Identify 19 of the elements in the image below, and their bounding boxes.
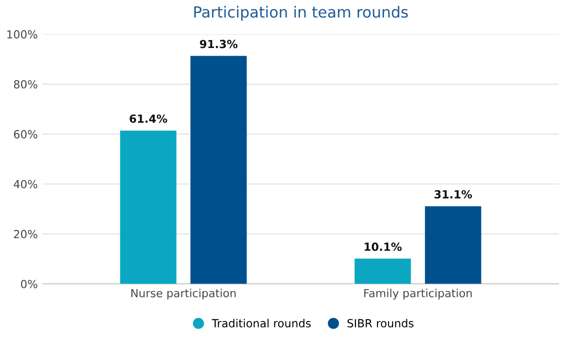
legend-label: Traditional rounds [212,318,311,328]
bar [354,258,411,284]
y-tick-label: 20% [14,230,38,238]
x-tick-label: Family participation [364,288,472,300]
data-label: 61.4% [130,114,168,123]
y-tick-label: 100% [7,30,38,39]
bar [424,206,482,284]
data-label: 31.1% [434,190,472,199]
y-tick-label: 0% [20,280,38,288]
chart-title: Participation in team rounds [194,6,408,21]
legend-label: SIBR rounds [347,318,414,328]
y-tick-label: 40% [14,180,38,188]
y-tick-label: 60% [14,130,38,138]
data-label: 10.1% [364,242,402,251]
x-tick-label: Nurse participation [131,288,236,300]
data-label: 91.3% [200,40,238,48]
y-tick-label: 80% [14,80,38,89]
bar [120,130,176,284]
bar [190,56,247,284]
